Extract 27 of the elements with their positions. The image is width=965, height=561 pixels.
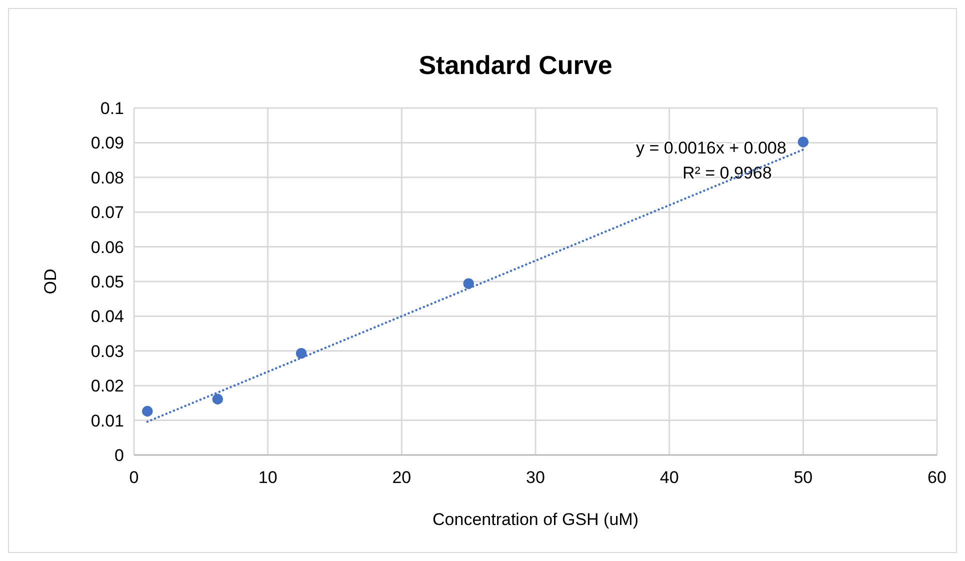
x-tick-label: 60 [928,468,946,487]
x-tick-label: 30 [526,468,545,487]
y-tick-label: 0.01 [90,411,124,430]
y-tick-label: 0.09 [90,134,124,153]
y-tick-label: 0.05 [90,272,124,292]
y-tick-label: 0.1 [100,99,124,118]
annotation: y = 0.0016x + 0.008 [636,138,786,158]
x-tick-label: 50 [794,468,813,487]
point [142,406,153,417]
chart-title: Standard Curve [418,50,612,80]
x-tick-label: 0 [129,468,139,487]
point [212,394,223,404]
point [798,136,809,148]
x-axis-title: Concentration of GSH (uM) [432,510,638,529]
y-tick-label: 0.02 [90,376,124,396]
y-axis-title: OD [41,268,60,294]
y-tick-label: 0 [114,446,124,465]
x-tick-label: 40 [660,468,679,487]
y-tick-label: 0.03 [90,342,124,361]
y-tick-label: 0.04 [90,307,124,326]
x-tick-label: 20 [392,468,412,487]
point [463,278,474,289]
y-tick-label: 0.07 [90,203,124,222]
y-tick-label: 0.08 [90,168,124,188]
y-tick-label: 0.06 [90,238,124,257]
point [296,348,307,359]
x-tick-label: 10 [258,468,278,487]
